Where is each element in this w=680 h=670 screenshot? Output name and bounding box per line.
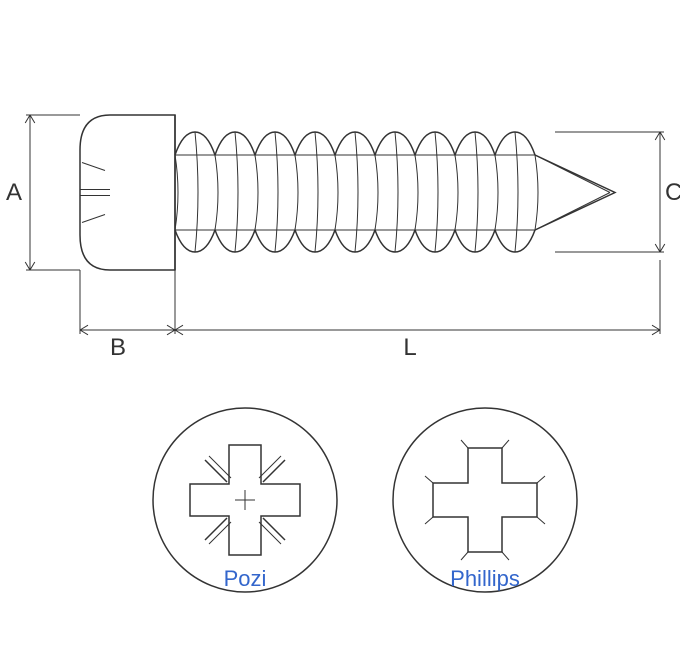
pozi-drive-icon: Pozi [153,408,337,592]
dim-label-c: C [665,179,680,206]
dim-label-l: L [403,334,416,361]
dim-label-b: B [110,334,126,361]
pozi-label: Pozi [224,566,267,591]
dimension-lines: A B L C [6,115,680,361]
phillips-drive-icon: Phillips [393,408,577,592]
dim-label-a: A [6,179,22,206]
phillips-label: Phillips [450,566,520,591]
screw-side-view [80,115,615,270]
